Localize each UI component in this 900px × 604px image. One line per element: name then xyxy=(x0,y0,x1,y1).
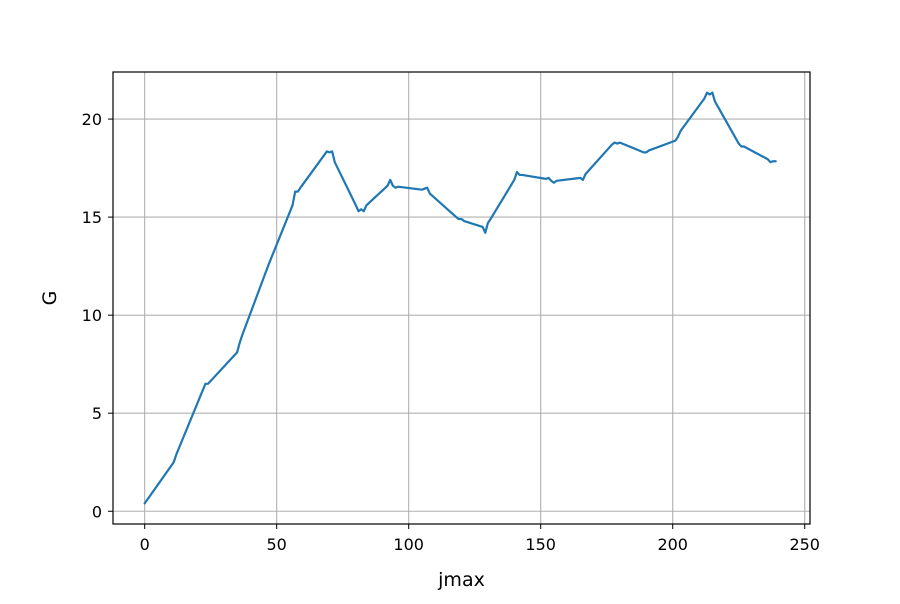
grid-layer xyxy=(113,72,810,524)
plot-frame xyxy=(112,71,811,525)
series-line xyxy=(143,91,777,505)
x-axis-label: jmax xyxy=(437,569,485,591)
x-tick-label: 50 xyxy=(267,535,287,554)
x-tick-label: 0 xyxy=(140,535,150,554)
x-tick-label: 200 xyxy=(657,535,688,554)
y-axis-label: G xyxy=(39,291,61,306)
y-tick-label: 20 xyxy=(82,110,102,129)
tick-layer: 0 50 100 150 200 250 0 5 10 15 20 xyxy=(82,110,820,554)
x-tick-label: 150 xyxy=(525,535,556,554)
x-tick-label: 250 xyxy=(789,535,820,554)
series-layer xyxy=(143,91,777,505)
y-tick-label: 5 xyxy=(92,404,102,423)
y-tick-label: 15 xyxy=(82,208,102,227)
y-tick-label: 0 xyxy=(92,502,102,521)
x-tick-label: 100 xyxy=(393,535,424,554)
y-tick-label: 10 xyxy=(82,306,102,325)
